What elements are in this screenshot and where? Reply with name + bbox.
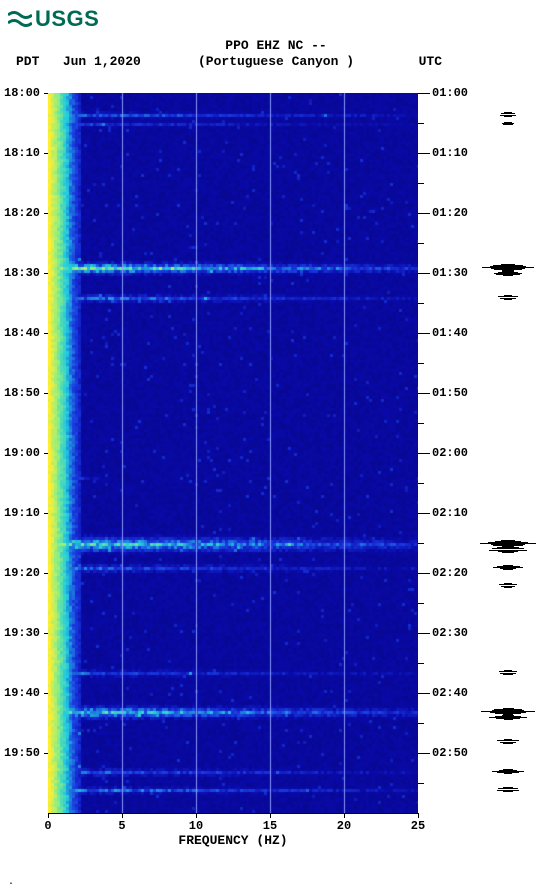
ytick-minor <box>418 783 424 784</box>
seismo-wiggle <box>504 299 511 300</box>
ytick-mark-r <box>418 513 430 514</box>
seismo-wiggle <box>504 116 513 117</box>
seismo-wiggle <box>504 587 513 588</box>
seismo-wiggle <box>503 275 513 276</box>
seismo-wiggle <box>502 552 515 553</box>
usgs-logo-text: USGS <box>35 6 99 32</box>
ytick-minor <box>418 543 424 544</box>
seismo-wiggle <box>503 124 512 125</box>
seismo-wiggle <box>504 773 512 774</box>
ytick-left: 18:20 <box>4 206 40 220</box>
ytick-right: 02:10 <box>432 506 468 520</box>
ytick-minor <box>418 663 424 664</box>
ytick-mark-r <box>418 273 430 274</box>
ytick-mark-r <box>418 333 430 334</box>
ytick-mark-r <box>418 213 430 214</box>
ytick-right: 02:20 <box>432 566 468 580</box>
ytick-right: 01:00 <box>432 86 468 100</box>
ytick-minor <box>418 423 424 424</box>
ytick-mark <box>44 153 48 154</box>
ytick-mark-r <box>418 153 430 154</box>
xtick-label: 25 <box>411 819 425 833</box>
usgs-logo: USGS <box>8 6 99 32</box>
xtick-mark <box>122 813 123 818</box>
ytick-mark-r <box>418 753 430 754</box>
left-tz: PDT <box>16 54 39 69</box>
xtick-mark <box>48 813 49 818</box>
ytick-left: 19:30 <box>4 626 40 640</box>
ytick-mark-r <box>418 573 430 574</box>
xtick-mark <box>344 813 345 818</box>
right-tz: UTC <box>419 54 442 69</box>
header-left: PDT Jun 1,2020 <box>16 54 141 69</box>
ytick-mark <box>44 93 48 94</box>
ytick-right: 02:30 <box>432 626 468 640</box>
xaxis-line <box>48 813 418 814</box>
footnote: . <box>8 877 14 888</box>
ytick-minor <box>418 603 424 604</box>
ytick-mark <box>44 753 48 754</box>
header-date: Jun 1,2020 <box>63 54 141 69</box>
seismo-wiggle <box>503 743 513 744</box>
xtick-label: 15 <box>263 819 277 833</box>
ytick-mark <box>44 513 48 514</box>
seismo-wiggle <box>503 674 513 675</box>
ytick-mark <box>44 333 48 334</box>
ytick-mark-r <box>418 93 430 94</box>
seismo-wiggle <box>503 791 514 792</box>
usgs-wave-icon <box>8 10 32 28</box>
ytick-minor <box>418 303 424 304</box>
xtick-mark <box>196 813 197 818</box>
ytick-right: 01:30 <box>432 266 468 280</box>
ytick-mark <box>44 573 48 574</box>
ytick-left: 18:10 <box>4 146 40 160</box>
ytick-mark <box>44 693 48 694</box>
ytick-right: 01:10 <box>432 146 468 160</box>
ytick-mark-r <box>418 453 430 454</box>
ytick-right: 01:50 <box>432 386 468 400</box>
ytick-mark <box>44 393 48 394</box>
ytick-minor <box>418 723 424 724</box>
ytick-mark <box>44 633 48 634</box>
ytick-right: 01:20 <box>432 206 468 220</box>
ytick-mark <box>44 213 48 214</box>
plot-area: FREQUENCY (HZ) 18:00 18:10 18:20 18:30 18:40… <box>0 85 552 870</box>
ytick-right: 02:50 <box>432 746 468 760</box>
ytick-right: 02:00 <box>432 446 468 460</box>
ytick-left: 19:20 <box>4 566 40 580</box>
ytick-minor <box>418 243 424 244</box>
ytick-mark <box>44 453 48 454</box>
seismogram-trace <box>478 93 538 813</box>
xtick-label: 0 <box>44 819 51 833</box>
ytick-minor <box>418 123 424 124</box>
ytick-mark <box>44 273 48 274</box>
ytick-right: 01:40 <box>432 326 468 340</box>
seismo-wiggle <box>504 719 513 720</box>
station-code: PPO EHZ NC -- <box>0 38 552 53</box>
xtick-label: 5 <box>118 819 125 833</box>
ytick-left: 18:30 <box>4 266 40 280</box>
xaxis-label: FREQUENCY (HZ) <box>178 833 287 848</box>
xtick-mark <box>418 813 419 818</box>
ytick-right: 02:40 <box>432 686 468 700</box>
ytick-minor <box>418 483 424 484</box>
ytick-mark-r <box>418 633 430 634</box>
ytick-left: 18:00 <box>4 86 40 100</box>
ytick-minor <box>418 183 424 184</box>
ytick-mark-r <box>418 693 430 694</box>
ytick-mark-r <box>418 393 430 394</box>
xtick-label: 20 <box>337 819 351 833</box>
xtick-mark <box>270 813 271 818</box>
ytick-left: 18:50 <box>4 386 40 400</box>
ytick-minor <box>418 363 424 364</box>
ytick-left: 19:10 <box>4 506 40 520</box>
xtick-label: 10 <box>189 819 203 833</box>
seismo-wiggle <box>503 569 513 570</box>
ytick-left: 18:40 <box>4 326 40 340</box>
spectrogram <box>48 93 418 813</box>
ytick-left: 19:00 <box>4 446 40 460</box>
ytick-left: 19:40 <box>4 686 40 700</box>
ytick-left: 19:50 <box>4 746 40 760</box>
